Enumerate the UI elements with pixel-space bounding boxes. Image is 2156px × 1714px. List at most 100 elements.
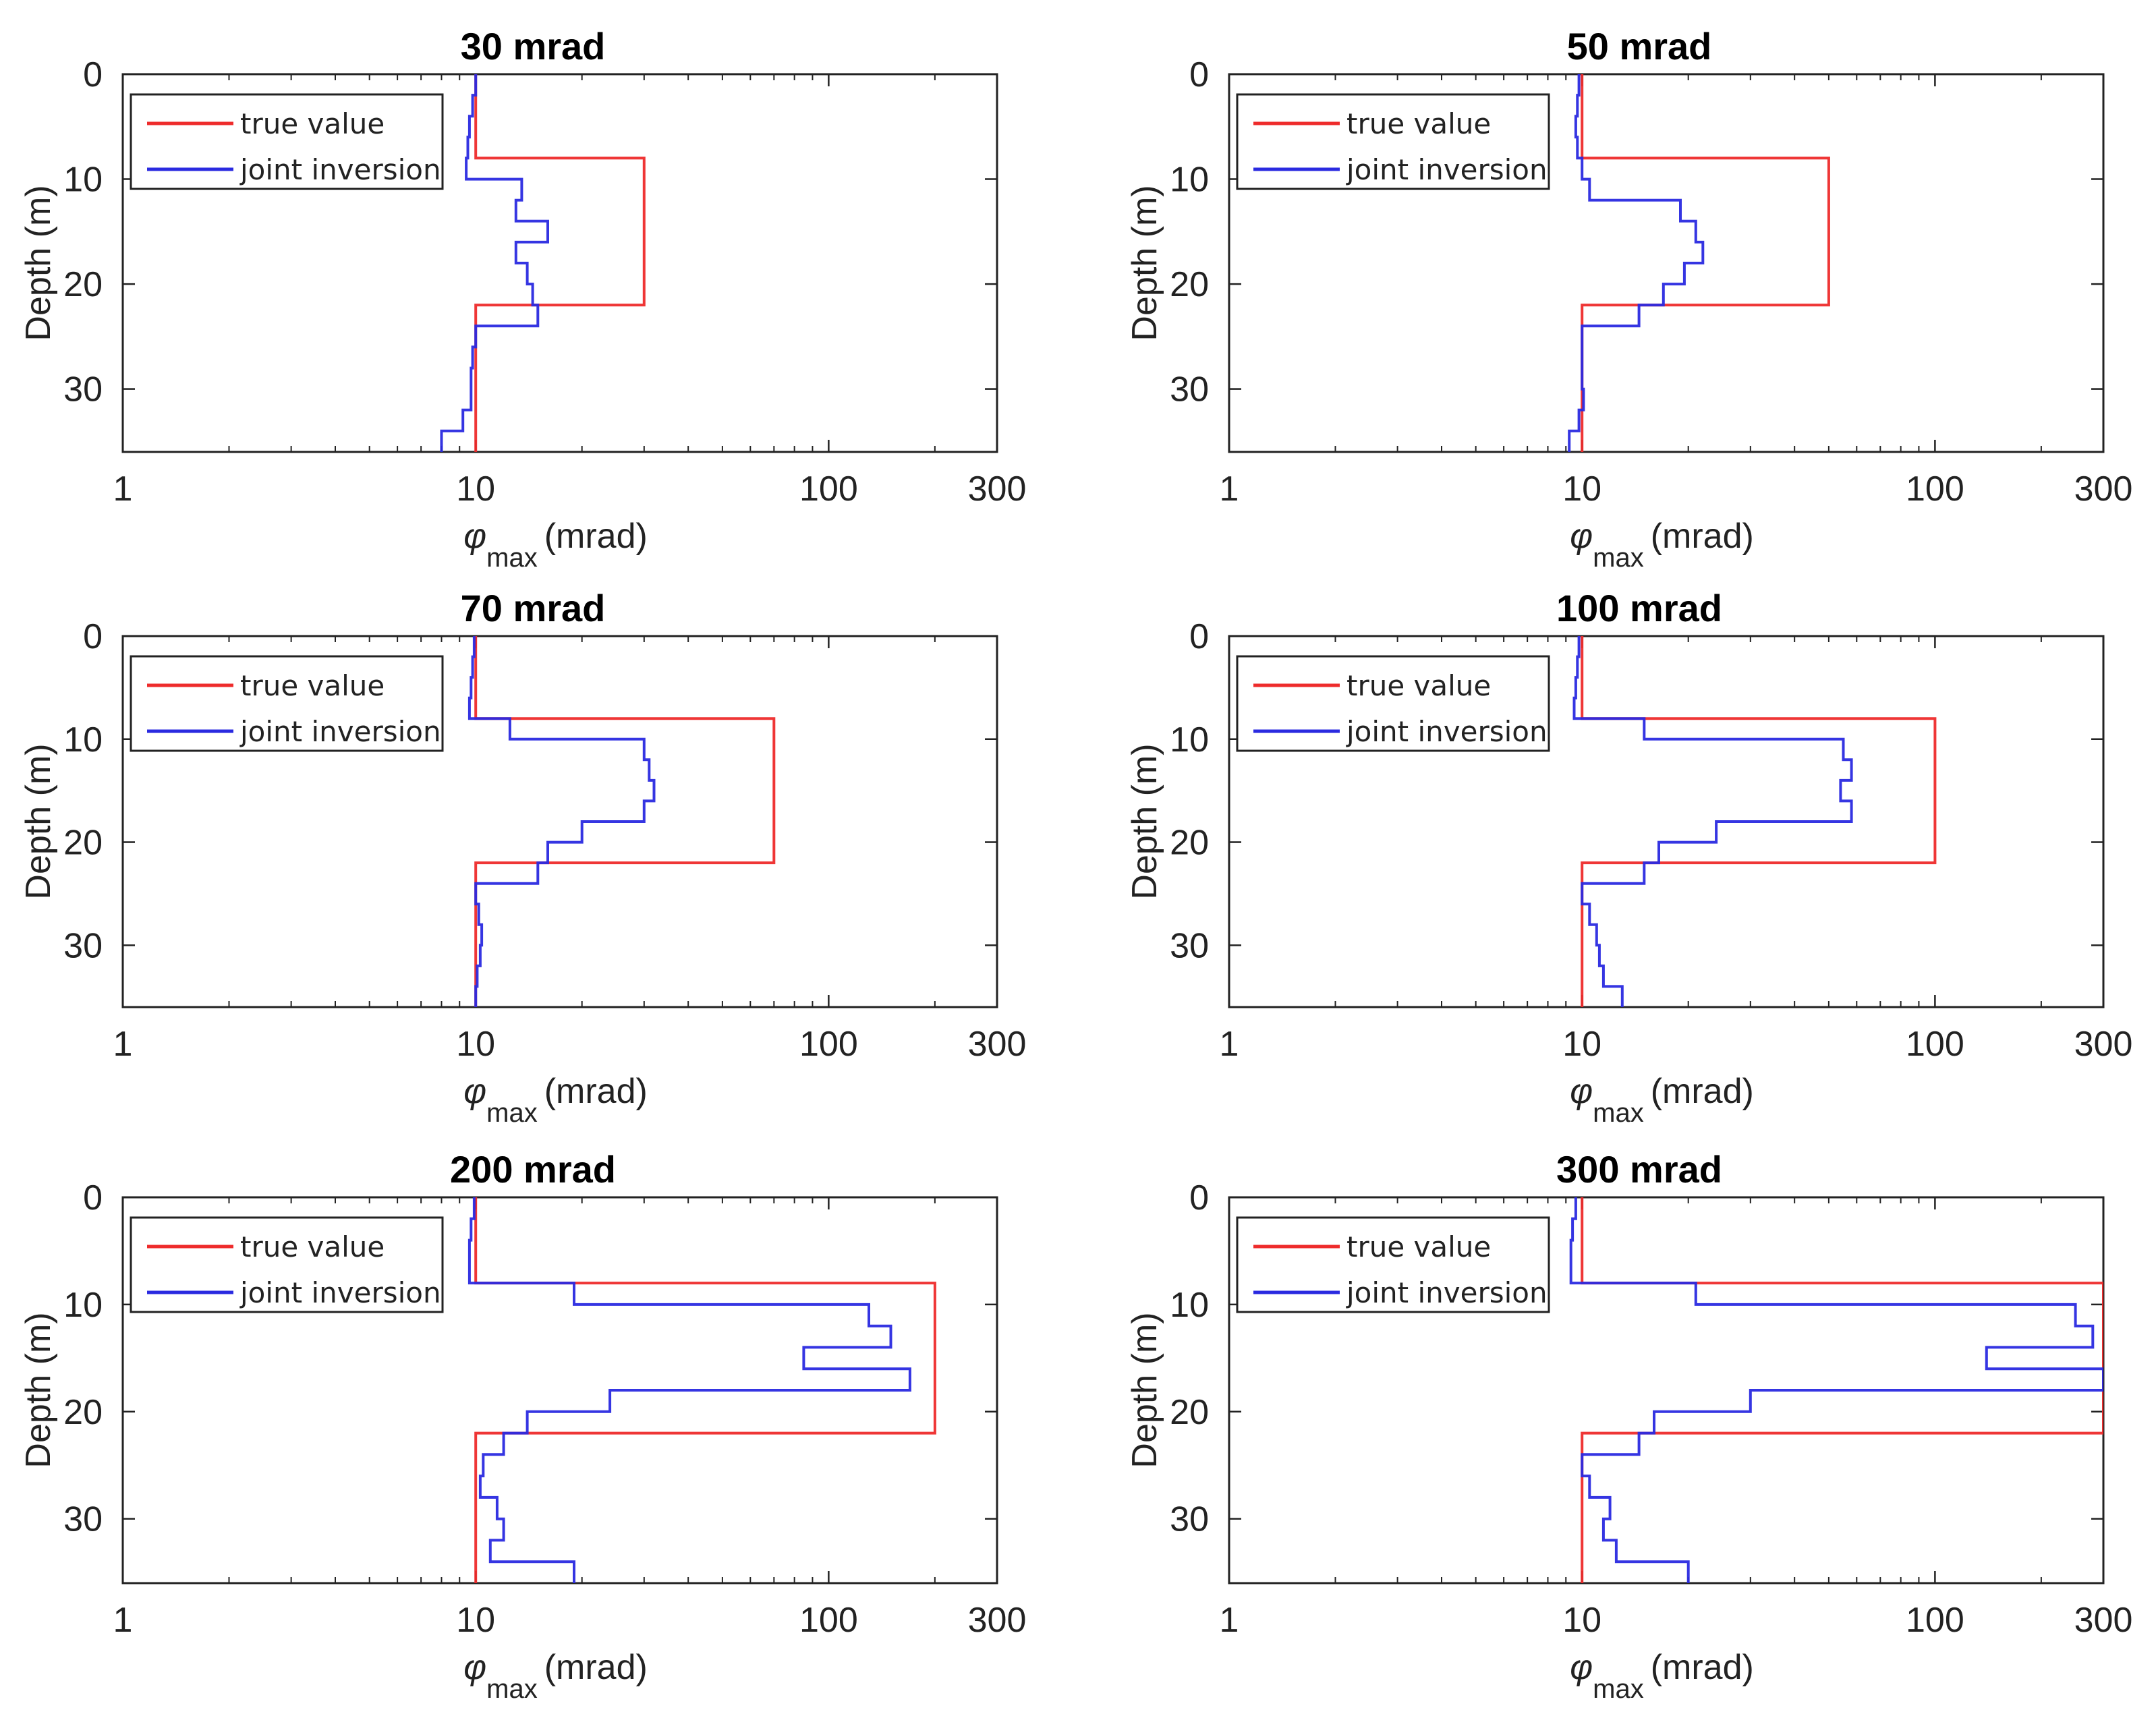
x-tick-label: 100: [799, 1601, 858, 1640]
legend-label-true-value: true value: [240, 1230, 385, 1263]
y-axis-label: Depth (m): [1125, 1312, 1164, 1468]
x-tick-label: 10: [1562, 1025, 1601, 1064]
y-tick-label: 10: [1170, 720, 1209, 760]
legend-box: [1236, 1216, 1550, 1313]
series-joint-inversion: [440, 74, 549, 452]
x-axis-unit: (mrad): [544, 1072, 648, 1111]
x-axis-subscript: max: [486, 1674, 538, 1704]
y-tick-label: 10: [63, 161, 103, 200]
x-axis-subscript: max: [1593, 1098, 1644, 1128]
x-axis-unit: (mrad): [1651, 1648, 1754, 1687]
y-tick-label: 10: [63, 1286, 103, 1325]
x-tick-label: 1: [113, 1025, 133, 1064]
legend-label-joint-inversion: joint inversion: [1346, 153, 1548, 186]
legend: true value joint inversion: [130, 1216, 444, 1313]
legend: true value joint inversion: [130, 93, 444, 190]
x-tick-label: 100: [799, 1025, 858, 1064]
x-tick-label: 10: [1562, 469, 1601, 509]
y-tick-label: 20: [1170, 1393, 1209, 1432]
x-tick-label: 300: [2074, 1601, 2133, 1640]
chart-panel-5: 1 10 100 300 0 10 20 30 true value joint inversio…: [19, 1148, 1026, 1704]
panel-title: 100 mrad: [1556, 587, 1722, 629]
y-tick-label: 30: [63, 1500, 103, 1539]
y-tick-label: 10: [63, 720, 103, 760]
x-axis-subscript: max: [1593, 543, 1644, 573]
x-tick-label: 1: [113, 1601, 133, 1640]
legend: true value joint inversion: [130, 655, 444, 752]
x-axis-label: φmax(mrad): [463, 1072, 648, 1128]
chart-panel-2: 1 10 100 300 0 10 20 30 true value joint inversio…: [1125, 25, 2132, 573]
y-tick-label: 0: [83, 55, 103, 94]
x-axis-label: φmax(mrad): [463, 1648, 648, 1704]
legend-label-joint-inversion: joint inversion: [1346, 1276, 1548, 1309]
legend-box: [130, 655, 444, 752]
x-axis-unit: (mrad): [1651, 517, 1754, 556]
x-tick-label: 100: [1906, 1601, 1964, 1640]
y-tick-label: 0: [1189, 617, 1209, 656]
y-tick-label: 20: [1170, 824, 1209, 863]
y-tick-label: 0: [1189, 1178, 1209, 1218]
panel-title: 50 mrad: [1567, 25, 1712, 67]
y-tick-label: 30: [63, 370, 103, 409]
x-axis-subscript: max: [486, 543, 538, 573]
y-tick-label: 30: [1170, 370, 1209, 409]
x-axis-label: φmax(mrad): [1570, 1072, 1754, 1128]
x-tick-label: 100: [1906, 1025, 1964, 1064]
legend: true value joint inversion: [1236, 655, 1550, 752]
x-tick-label: 300: [2074, 469, 2133, 509]
legend: true value joint inversion: [1236, 1216, 1550, 1313]
x-tick-label: 1: [113, 469, 133, 509]
panel-title: 70 mrad: [461, 587, 606, 629]
x-tick-label: 10: [1562, 1601, 1601, 1640]
y-axis-label: Depth (m): [19, 1312, 58, 1468]
y-tick-label: 20: [1170, 265, 1209, 304]
legend-label-true-value: true value: [1346, 669, 1491, 702]
series-joint-inversion: [1572, 636, 1853, 1007]
y-tick-label: 0: [83, 1178, 103, 1218]
y-axis-label: Depth (m): [19, 743, 58, 899]
x-axis-subscript: max: [486, 1098, 538, 1128]
x-axis-symbol: φ: [463, 517, 486, 556]
y-tick-label: 30: [1170, 1500, 1209, 1539]
x-tick-label: 10: [456, 1025, 495, 1064]
x-tick-label: 10: [456, 1601, 495, 1640]
y-tick-label: 0: [1189, 55, 1209, 94]
panel-title: 300 mrad: [1556, 1148, 1722, 1191]
y-tick-label: 20: [63, 824, 103, 863]
y-axis-label: Depth (m): [1125, 743, 1164, 899]
legend: true value joint inversion: [1236, 93, 1550, 190]
x-tick-label: 300: [968, 1025, 1027, 1064]
legend-box: [1236, 93, 1550, 190]
legend-label-joint-inversion: joint inversion: [239, 715, 441, 748]
y-tick-label: 10: [1170, 1286, 1209, 1325]
y-tick-label: 10: [1170, 161, 1209, 200]
x-axis-symbol: φ: [463, 1072, 486, 1111]
x-axis-symbol: φ: [463, 1648, 486, 1687]
legend-label-joint-inversion: joint inversion: [1346, 715, 1548, 748]
x-tick-label: 300: [2074, 1025, 2133, 1064]
legend-label-true-value: true value: [240, 669, 385, 702]
x-axis-unit: (mrad): [1651, 1072, 1754, 1111]
y-tick-label: 30: [63, 926, 103, 965]
chart-panel-4: 1 10 100 300 0 10 20 30 true value joint inversio…: [1125, 587, 2132, 1128]
chart-panel-6: 1 10 100 300 0 10 20 30 true value joint inversio…: [1125, 1148, 2132, 1704]
series-joint-inversion: [467, 1197, 911, 1583]
y-tick-label: 20: [63, 1393, 103, 1432]
x-tick-label: 1: [1220, 1025, 1239, 1064]
x-tick-label: 1: [1220, 1601, 1239, 1640]
chart-panel-1: 1 10 100 300 0 10 20 30 true value joint inversio…: [19, 25, 1026, 573]
x-axis-symbol: φ: [1570, 517, 1593, 556]
x-tick-label: 300: [968, 469, 1027, 509]
x-tick-label: 100: [1906, 469, 1964, 509]
y-tick-label: 30: [1170, 926, 1209, 965]
series-joint-inversion: [1568, 74, 1705, 452]
y-tick-label: 0: [83, 617, 103, 656]
x-axis-unit: (mrad): [544, 1648, 648, 1687]
legend-label-joint-inversion: joint inversion: [239, 153, 441, 186]
y-axis-label: Depth (m): [1125, 185, 1164, 341]
chart-panel-3: 1 10 100 300 0 10 20 30 true value joint inversio…: [19, 587, 1026, 1128]
legend-box: [1236, 655, 1550, 752]
legend-label-true-value: true value: [240, 107, 385, 140]
panel-title: 30 mrad: [461, 25, 606, 67]
